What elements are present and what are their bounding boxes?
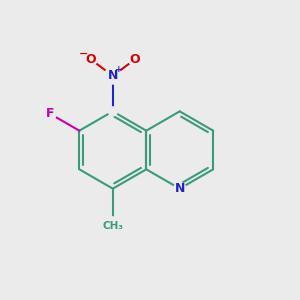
Circle shape	[104, 217, 122, 235]
Text: N: N	[175, 182, 185, 195]
Circle shape	[43, 107, 56, 120]
Circle shape	[129, 53, 142, 66]
Text: N: N	[108, 69, 118, 82]
Text: CH₃: CH₃	[102, 221, 123, 231]
Text: O: O	[130, 53, 140, 66]
Text: +: +	[115, 65, 122, 74]
Text: −: −	[78, 49, 88, 59]
Circle shape	[104, 68, 121, 84]
Text: F: F	[46, 107, 54, 120]
Circle shape	[108, 107, 117, 116]
Text: O: O	[85, 53, 96, 66]
Circle shape	[84, 53, 97, 66]
Circle shape	[174, 183, 186, 195]
Circle shape	[174, 183, 186, 195]
